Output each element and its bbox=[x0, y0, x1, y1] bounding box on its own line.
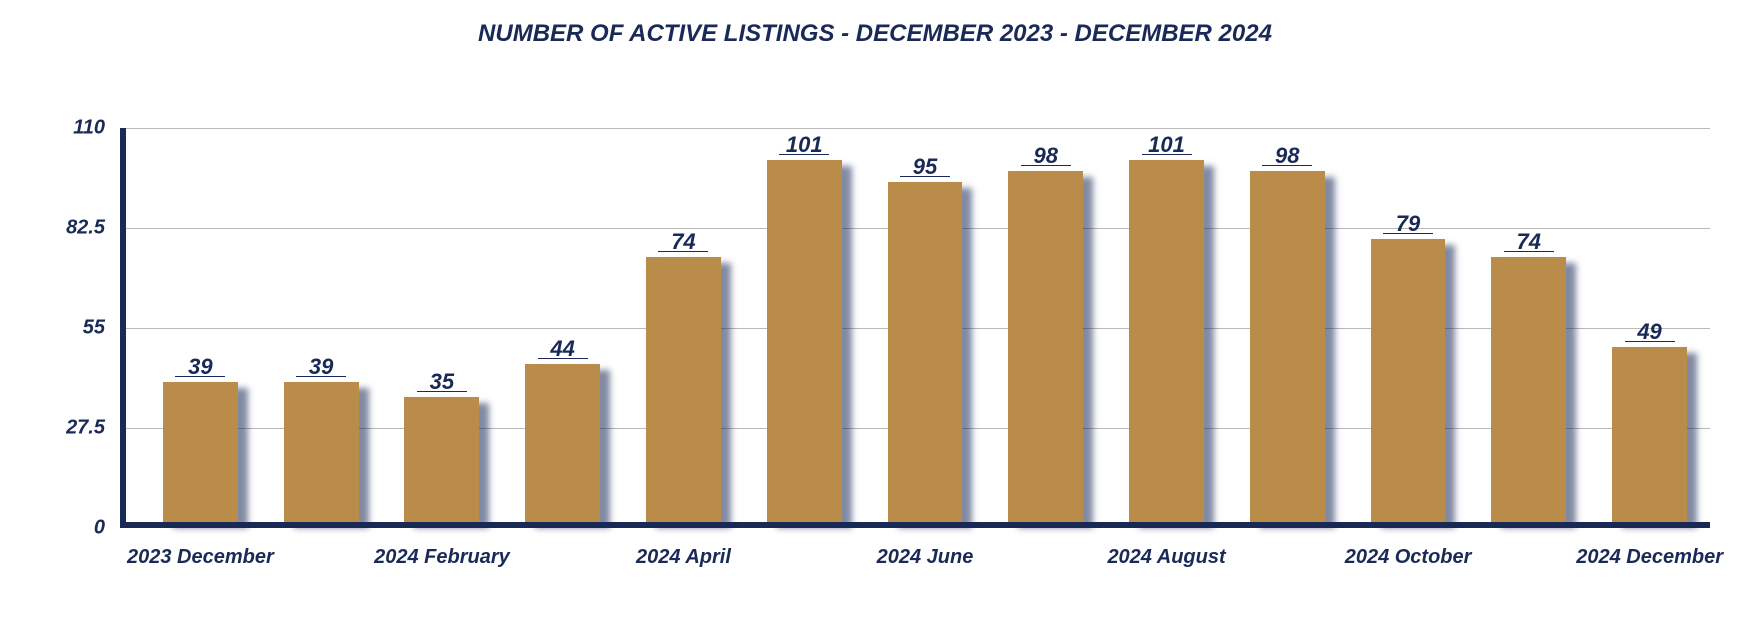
bar: 95 bbox=[888, 182, 963, 522]
bar-slot: 95 bbox=[865, 128, 986, 522]
bar-slot: 35 bbox=[382, 128, 503, 522]
bar-slot: 39 bbox=[140, 128, 261, 522]
bar-slot: 49 bbox=[1589, 128, 1710, 522]
x-tick-label: 2024 December bbox=[1576, 546, 1723, 569]
bar-value-underline bbox=[1262, 165, 1312, 166]
bar: 98 bbox=[1250, 171, 1325, 522]
bar: 74 bbox=[646, 257, 721, 522]
bar: 49 bbox=[1612, 347, 1687, 523]
x-axis-line bbox=[120, 522, 1710, 528]
plot-area: 027.55582.511039393544741019598101987974… bbox=[120, 128, 1710, 528]
y-tick-label: 110 bbox=[10, 117, 105, 140]
bar-value-underline bbox=[658, 251, 708, 252]
bar: 39 bbox=[163, 382, 238, 522]
bar: 101 bbox=[767, 160, 842, 522]
x-tick-label: 2024 June bbox=[877, 546, 974, 569]
bar-value-underline bbox=[1021, 165, 1071, 166]
x-tick-label: 2024 February bbox=[374, 546, 510, 569]
bar-slot: 74 bbox=[623, 128, 744, 522]
chart-title: NUMBER OF ACTIVE LISTINGS - DECEMBER 202… bbox=[0, 0, 1750, 48]
bar-value-underline bbox=[538, 358, 588, 359]
bar-value-underline bbox=[1625, 341, 1675, 342]
bar-value-underline bbox=[779, 154, 829, 155]
bar-slot: 44 bbox=[502, 128, 623, 522]
bar: 101 bbox=[1129, 160, 1204, 522]
bar-slot: 79 bbox=[1348, 128, 1469, 522]
bar-slot: 39 bbox=[261, 128, 382, 522]
bar: 44 bbox=[525, 364, 600, 522]
y-tick-label: 0 bbox=[10, 517, 105, 540]
y-tick-label: 82.5 bbox=[10, 217, 105, 240]
bar-slot: 98 bbox=[985, 128, 1106, 522]
bar-slot: 98 bbox=[1227, 128, 1348, 522]
bar-value-underline bbox=[417, 391, 467, 392]
x-tick-label: 2024 August bbox=[1107, 546, 1225, 569]
chart-container: NUMBER OF ACTIVE LISTINGS - DECEMBER 202… bbox=[0, 0, 1750, 628]
bar-value-underline bbox=[900, 176, 950, 177]
bar: 35 bbox=[404, 397, 479, 522]
x-tick-label: 2024 October bbox=[1345, 546, 1472, 569]
bar-value-underline bbox=[1383, 233, 1433, 234]
y-tick-label: 27.5 bbox=[10, 417, 105, 440]
y-axis-line bbox=[120, 128, 126, 528]
x-tick-label: 2024 April bbox=[636, 546, 731, 569]
bar: 98 bbox=[1008, 171, 1083, 522]
y-tick-label: 55 bbox=[10, 317, 105, 340]
bar: 39 bbox=[284, 382, 359, 522]
x-axis-labels: 2023 December 2024 February 2024 April 2024… bbox=[120, 546, 1710, 586]
bar: 74 bbox=[1491, 257, 1566, 522]
bar-value-underline bbox=[1142, 154, 1192, 155]
bar: 79 bbox=[1371, 239, 1446, 522]
bar-value-underline bbox=[1504, 251, 1554, 252]
x-tick-label: 2023 December bbox=[127, 546, 274, 569]
bar-slot: 101 bbox=[744, 128, 865, 522]
bars-container: 3939354474101959810198797449 bbox=[140, 128, 1710, 522]
bar-slot: 74 bbox=[1468, 128, 1589, 522]
bar-value-underline bbox=[296, 376, 346, 377]
bar-value-underline bbox=[175, 376, 225, 377]
bar-slot: 101 bbox=[1106, 128, 1227, 522]
